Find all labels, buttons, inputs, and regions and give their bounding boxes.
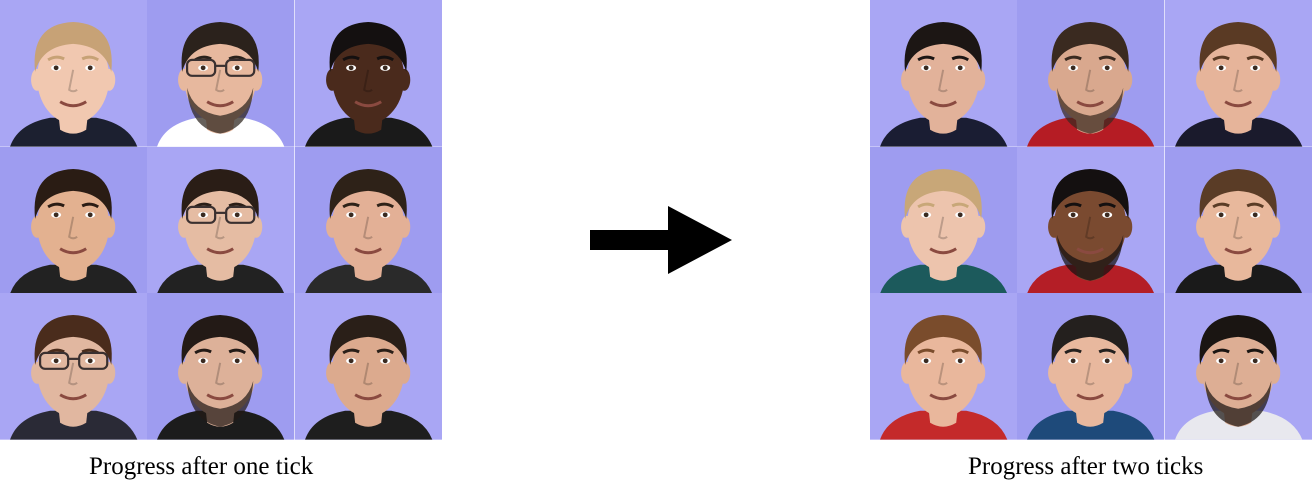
face-portrait — [1017, 0, 1165, 147]
face-portrait — [870, 146, 1018, 294]
face-portrait — [147, 146, 295, 294]
arrow-right-icon — [590, 206, 732, 274]
caption-two-ticks: Progress after two ticks — [968, 453, 1204, 480]
face-portrait — [870, 0, 1018, 147]
face-portrait — [1017, 146, 1165, 294]
face-portrait — [294, 293, 442, 440]
face-portrait — [294, 146, 442, 294]
face-portrait — [1164, 0, 1312, 147]
face-grid-two-ticks — [870, 0, 1312, 440]
face-portrait — [0, 0, 148, 147]
face-portrait — [1164, 146, 1312, 294]
face-portrait — [1164, 293, 1312, 440]
face-grid-one-tick — [0, 0, 442, 440]
face-portrait — [0, 146, 148, 294]
face-portrait — [147, 0, 295, 147]
caption-one-tick: Progress after one tick — [89, 453, 314, 480]
face-portrait — [1017, 293, 1165, 440]
face-portrait — [870, 293, 1018, 440]
face-portrait — [147, 293, 295, 440]
face-portrait — [294, 0, 442, 147]
face-portrait — [0, 293, 148, 440]
